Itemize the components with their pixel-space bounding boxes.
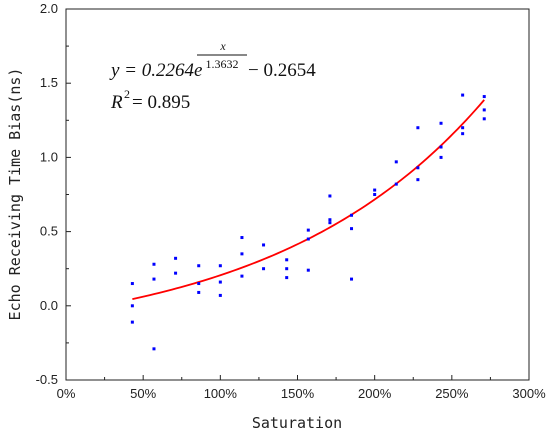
data-point <box>306 228 310 232</box>
data-point <box>197 290 201 294</box>
x-tick-label: 250% <box>435 386 469 401</box>
data-point <box>439 121 443 125</box>
data-point <box>461 126 465 130</box>
y-tick-label: 0.5 <box>40 224 58 239</box>
data-point <box>394 160 398 164</box>
r-squared: R 2 = 0.895 <box>110 87 190 113</box>
data-point <box>328 194 332 198</box>
equation-exp-numerator: x <box>219 39 226 53</box>
data-point <box>328 218 332 222</box>
equation-lhs: y = 0.2264e <box>109 60 202 81</box>
data-point <box>262 243 266 247</box>
data-point <box>197 264 201 268</box>
data-point <box>306 268 310 272</box>
data-point <box>240 274 244 278</box>
data-point <box>152 277 156 281</box>
x-tick-label: 300% <box>512 386 546 401</box>
data-point <box>350 213 354 217</box>
data-point <box>285 276 289 280</box>
data-point <box>285 258 289 262</box>
data-point <box>240 252 244 256</box>
data-point <box>373 193 377 196</box>
y-tick-label: 0.0 <box>40 298 58 313</box>
data-point <box>373 188 377 192</box>
data-point <box>197 282 201 286</box>
data-point <box>240 236 244 240</box>
data-point <box>285 267 289 271</box>
data-point <box>482 117 486 121</box>
data-point <box>439 145 443 149</box>
equation-exp-denominator: 1.3632 <box>206 57 239 71</box>
data-point <box>262 267 266 271</box>
data-point <box>350 277 354 281</box>
data-point <box>439 155 443 159</box>
x-tick-label: 0% <box>57 386 76 401</box>
data-point <box>350 227 354 231</box>
fit-equation: y = 0.2264e x 1.3632 − 0.2654 <box>109 39 316 81</box>
data-point <box>130 282 134 286</box>
data-point <box>461 132 465 136</box>
data-point <box>394 182 398 186</box>
data-point <box>416 166 420 170</box>
y-tick-label: -0.5 <box>36 372 58 387</box>
equation-tail: − 0.2654 <box>248 60 316 81</box>
x-tick-label: 200% <box>358 386 392 401</box>
axis-ticks: 0% 50% 100% 150% 200% 250% 300% -0.5 0.0 0.5 1.0 1.… <box>36 1 546 401</box>
data-point <box>174 271 178 275</box>
data-point <box>482 95 486 99</box>
data-point <box>174 256 178 260</box>
data-point <box>218 293 222 297</box>
data-point <box>306 237 310 241</box>
r-squared-superscript: 2 <box>124 87 130 101</box>
y-tick-label: 1.5 <box>40 75 58 90</box>
scatter-points <box>130 93 486 351</box>
x-tick-label: 150% <box>281 386 315 401</box>
plot-frame <box>65 8 530 381</box>
data-point <box>461 93 465 97</box>
data-point <box>130 320 134 324</box>
x-axis-label: Saturation <box>252 414 342 432</box>
data-point <box>152 347 156 351</box>
r-squared-value: = 0.895 <box>132 92 190 113</box>
y-tick-label: 2.0 <box>40 1 58 16</box>
data-point <box>416 126 420 130</box>
data-point <box>152 262 156 266</box>
data-point <box>218 280 222 284</box>
data-point <box>130 304 134 308</box>
data-point <box>482 108 486 112</box>
y-axis-label: Echo Receiving Time Bias(ns) <box>6 68 24 321</box>
data-point <box>218 264 222 268</box>
data-point <box>416 178 420 182</box>
data-point <box>328 221 332 225</box>
y-tick-label: 1.0 <box>40 149 58 164</box>
r-squared-label: R <box>110 92 123 113</box>
x-tick-label: 100% <box>204 386 238 401</box>
x-tick-label: 50% <box>130 386 156 401</box>
